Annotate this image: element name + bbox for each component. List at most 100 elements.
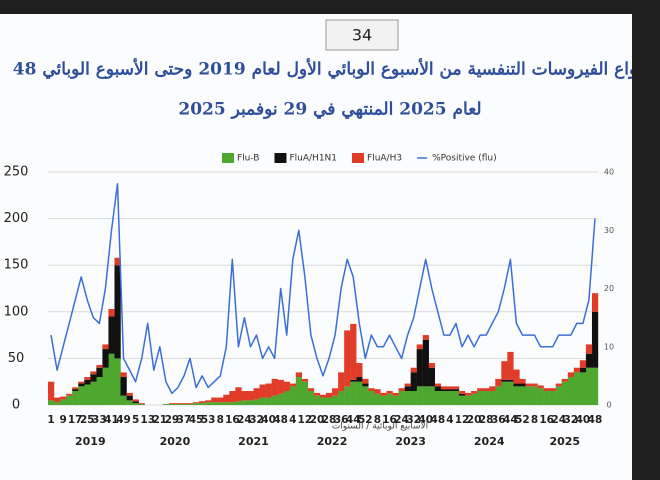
x-tick-label: 37 [177, 414, 192, 426]
bar-segment [338, 372, 345, 392]
bar-segment [452, 389, 460, 392]
x-tick-label: 12 [298, 414, 313, 426]
bar-segment [350, 381, 357, 405]
legend-swatch [352, 153, 365, 163]
bar-segment [114, 265, 121, 359]
x-tick-label: 8 [531, 414, 538, 426]
x-tick-label: 13 [140, 414, 155, 426]
bar-segment [585, 353, 593, 368]
bar-segment [96, 367, 103, 378]
bar-segment [120, 395, 127, 405]
bar-segment [452, 391, 460, 405]
bar-segment [217, 397, 224, 403]
bar-segment [537, 388, 544, 405]
bar-segment [259, 397, 266, 405]
bar-segment [392, 395, 399, 405]
x-tick-label: 52 [358, 414, 373, 426]
bar-segment [180, 403, 188, 405]
bar-segment [434, 386, 442, 392]
y-tick-label: 250 [4, 165, 29, 180]
legend-label: %Positive (flu) [432, 154, 497, 164]
bar-segment [253, 399, 260, 405]
screen [0, 14, 632, 480]
bar-segment [126, 395, 133, 401]
bar-segment [501, 379, 508, 382]
bar-segment [66, 393, 73, 396]
bar-segment [495, 386, 502, 405]
x-tick-label: 48 [588, 414, 603, 426]
page-number: 34 [352, 26, 372, 45]
x-tick-label: 36 [491, 414, 506, 426]
bar-segment [368, 391, 375, 405]
bar-segment [555, 386, 562, 405]
year-label: 2024 [474, 435, 505, 448]
bar-segment [458, 393, 466, 396]
bar-segment [549, 388, 556, 392]
x-tick-label: 16 [382, 414, 397, 426]
bar-segment [501, 361, 508, 380]
x-tick-label: 16 [225, 414, 240, 426]
bar-segment [428, 386, 436, 405]
bar-segment [356, 377, 363, 382]
bar-segment [362, 383, 369, 387]
y-tick-label: 100 [4, 304, 29, 319]
bar-segment [138, 403, 145, 405]
x-tick-label: 40 [418, 414, 433, 426]
bar-segment [362, 386, 369, 405]
bar-segment [525, 383, 532, 387]
bar-segment [561, 378, 568, 382]
bar-segment [428, 367, 436, 387]
x-tick-label: 52 [515, 414, 530, 426]
x-tick-label: 49 [116, 414, 131, 426]
x-tick-label: 32 [563, 414, 578, 426]
bar-segment [537, 385, 544, 389]
bar-segment [271, 378, 278, 396]
y-tick-label: 150 [4, 258, 29, 273]
bar-segment [531, 386, 538, 405]
bar-segment [446, 389, 454, 392]
x-tick-label: 20 [467, 414, 482, 426]
bar-segment [440, 386, 448, 390]
bar-segment [132, 403, 139, 405]
bar-segment [199, 401, 206, 404]
bar-segment [283, 391, 290, 405]
bar-segment [259, 384, 266, 398]
y2-tick-label: 40 [604, 168, 614, 177]
bar-segment [543, 391, 550, 405]
bar-segment [102, 349, 109, 368]
bar-segment [193, 402, 200, 404]
bar-segment [440, 389, 448, 392]
x-tick-label: 8 [374, 414, 381, 426]
bar-segment [168, 404, 176, 405]
bar-segment [78, 381, 85, 384]
x-tick-label: 16 [539, 414, 554, 426]
bar-segment [416, 349, 423, 387]
bar-segment [277, 393, 284, 405]
x-tick-label: 4 [289, 414, 296, 426]
x-tick-label: 1 [47, 414, 54, 426]
x-tick-label: 32 [406, 414, 421, 426]
bar-segment [313, 395, 321, 405]
bar-segment [471, 391, 478, 394]
bar-segment [289, 383, 297, 387]
bar-segment [187, 403, 194, 405]
bar-segment [307, 391, 315, 405]
bar-segment [483, 388, 490, 392]
x-tick-label: 40 [576, 414, 591, 426]
bar-segment [579, 367, 587, 373]
bar-segment [90, 374, 97, 382]
bar-segment [84, 384, 91, 405]
y2-tick-label: 0 [606, 401, 611, 410]
bar-segment [344, 386, 351, 405]
line-series [50, 182, 596, 395]
bar-segment [247, 391, 254, 401]
bar-segment [326, 397, 333, 405]
bar-segment [265, 397, 272, 405]
bar-segment [211, 402, 218, 405]
bar-segment [174, 403, 182, 405]
bar-segment [513, 369, 520, 384]
bar-segment [434, 383, 442, 387]
year-label: 2019 [75, 435, 106, 448]
